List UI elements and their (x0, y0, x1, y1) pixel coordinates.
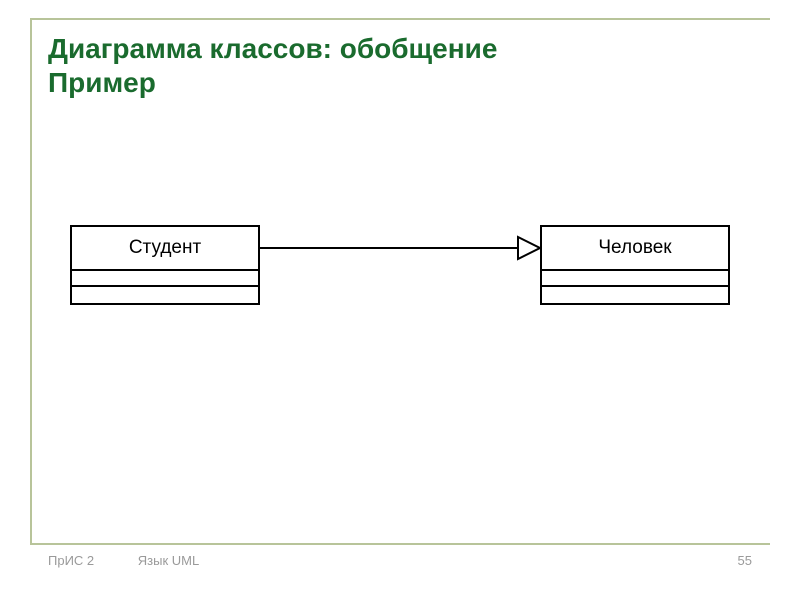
title-line-1: Диаграмма классов: обобщение (48, 32, 497, 66)
slide-title: Диаграмма классов: обобщение Пример (48, 32, 497, 99)
footer-page-number: 55 (738, 553, 752, 568)
uml-class-attributes (72, 271, 258, 287)
uml-diagram: Студент Человек (70, 225, 730, 335)
uml-class-attributes (542, 271, 728, 287)
footer-left: ПрИС 2 Язык UML (48, 553, 199, 568)
uml-class-person: Человек (540, 225, 730, 305)
footer-topic: Язык UML (138, 553, 199, 568)
uml-class-student: Студент (70, 225, 260, 305)
uml-class-operations (72, 287, 258, 303)
uml-class-name: Человек (542, 227, 728, 271)
generalization-arrow (260, 225, 540, 275)
footer-course: ПрИС 2 (48, 553, 94, 568)
title-line-2: Пример (48, 66, 497, 100)
uml-class-name: Студент (72, 227, 258, 271)
uml-class-operations (542, 287, 728, 303)
